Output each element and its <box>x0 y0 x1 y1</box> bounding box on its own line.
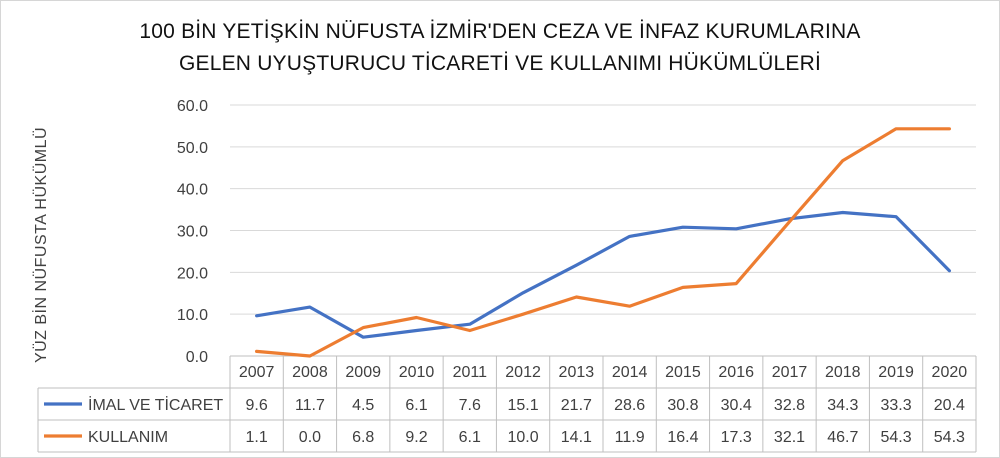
x-tick-label: 2019 <box>878 364 914 381</box>
data-table-value: 6.8 <box>352 429 374 446</box>
series-line <box>255 127 952 358</box>
x-tick-label: 2017 <box>772 364 808 381</box>
data-table-value: 21.7 <box>561 397 592 414</box>
data-table-value: 9.2 <box>405 429 427 446</box>
data-table-value: 32.8 <box>774 397 805 414</box>
x-tick-label: 2020 <box>932 364 968 381</box>
x-tick-label: 2018 <box>825 364 861 381</box>
data-table-value: 30.4 <box>721 397 752 414</box>
data-table-value: 30.8 <box>667 397 698 414</box>
data-table-value: 14.1 <box>561 429 592 446</box>
y-tick-label: 20.0 <box>177 265 208 282</box>
y-tick-label: 50.0 <box>177 140 208 157</box>
data-table-value: 11.7 <box>295 397 325 414</box>
data-table-value: 33.3 <box>881 397 912 414</box>
data-table-value: 0.0 <box>299 429 321 446</box>
data-table-value: 54.3 <box>881 429 912 446</box>
x-tick-label: 2012 <box>505 364 541 381</box>
chart-title-line-2: GELEN UYUŞTURUCU TİCARETİ VE KULLANIMI H… <box>178 52 822 75</box>
x-tick-label: 2009 <box>345 364 381 381</box>
data-table-value: 6.1 <box>405 397 427 414</box>
data-table-value: 28.6 <box>614 397 645 414</box>
data-table-value: 34.3 <box>827 397 858 414</box>
data-table-value: 15.1 <box>508 397 539 414</box>
legend-label: KULLANIM <box>88 429 168 446</box>
data-table-value: 9.6 <box>246 397 268 414</box>
data-table-value: 54.3 <box>934 429 965 446</box>
data-table-value: 32.1 <box>774 429 805 446</box>
x-tick-label: 2011 <box>453 364 488 381</box>
series-line <box>255 210 952 339</box>
y-tick-label: 0.0 <box>186 349 208 366</box>
data-table-value: 16.4 <box>667 429 698 446</box>
data-table-value: 6.1 <box>459 429 481 446</box>
x-tick-label: 2013 <box>559 364 595 381</box>
data-table-value: 20.4 <box>934 397 965 414</box>
y-tick-label: 10.0 <box>177 307 208 324</box>
data-table-value: 7.6 <box>459 397 481 414</box>
x-tick-label: 2007 <box>239 364 275 381</box>
data-table-value: 10.0 <box>508 429 539 446</box>
y-tick-label: 40.0 <box>177 182 208 199</box>
chart-title-line-1: 100 BİN YETİŞKİN NÜFUSTA İZMİR'DEN CEZA … <box>139 20 861 43</box>
data-table-value: 1.1 <box>246 429 268 446</box>
y-tick-label: 30.0 <box>177 224 208 241</box>
data-table-value: 4.5 <box>352 397 374 414</box>
x-tick-label: 2008 <box>292 364 328 381</box>
legend-label: İMAL VE TİCARET <box>88 395 223 414</box>
data-table-value: 11.9 <box>615 429 645 446</box>
x-tick-label: 2016 <box>718 364 754 381</box>
x-tick-label: 2015 <box>665 364 701 381</box>
x-tick-label: 2010 <box>399 364 435 381</box>
y-tick-label: 60.0 <box>177 98 208 115</box>
data-table-value: 17.3 <box>721 429 752 446</box>
x-tick-label: 2014 <box>612 364 648 381</box>
data-table-value: 46.7 <box>827 429 858 446</box>
